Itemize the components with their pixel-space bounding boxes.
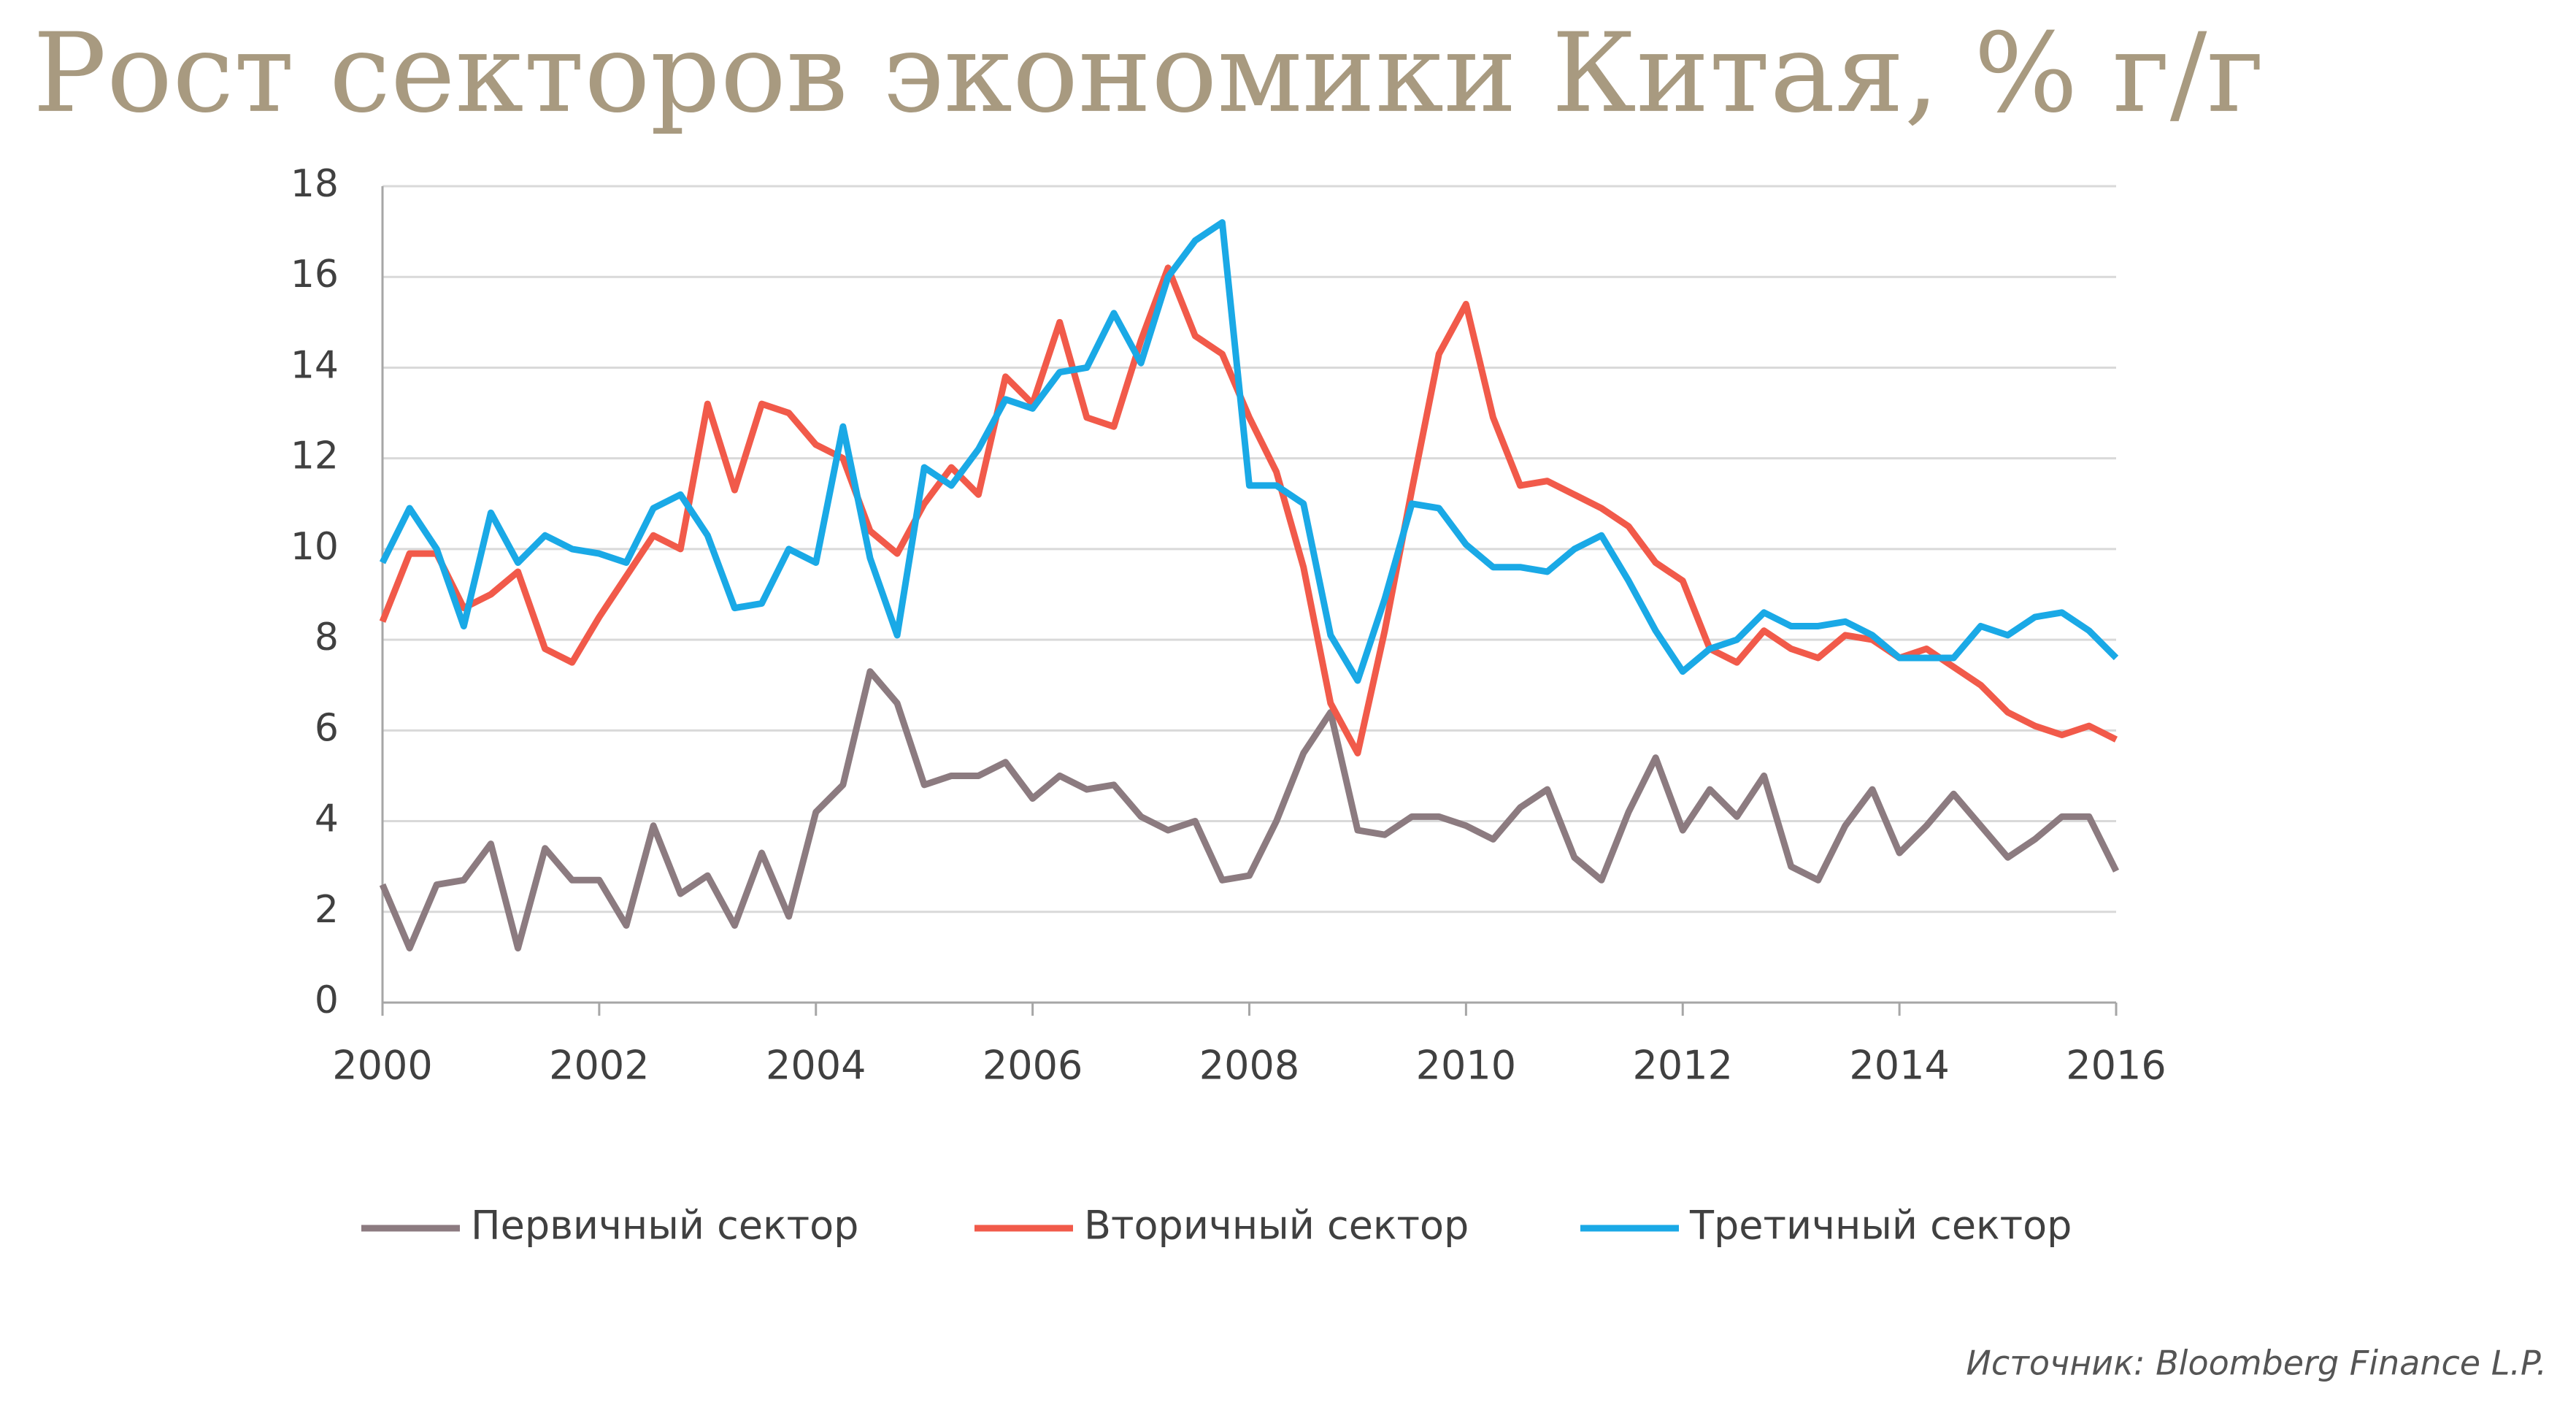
legend-label: Вторичный сектор bbox=[1084, 1203, 1469, 1249]
y-tick-label: 14 bbox=[291, 343, 339, 387]
x-tick-label: 2002 bbox=[549, 1043, 649, 1089]
y-tick-label: 10 bbox=[291, 525, 339, 569]
y-tick-label: 16 bbox=[291, 253, 339, 296]
legend-label: Первичный сектор bbox=[471, 1203, 858, 1249]
y-tick-label: 18 bbox=[291, 162, 339, 206]
x-tick-label: 2004 bbox=[766, 1043, 866, 1089]
y-tick-label: 6 bbox=[315, 706, 339, 750]
y-tick-label: 2 bbox=[315, 888, 339, 932]
x-tick-label: 2008 bbox=[1199, 1043, 1299, 1089]
x-tick-label: 2000 bbox=[332, 1043, 432, 1089]
x-tick-label: 2010 bbox=[1416, 1043, 1516, 1089]
y-tick-label: 0 bbox=[315, 978, 339, 1022]
series-line bbox=[379, 668, 2120, 951]
source-note: Источник: Bloomberg Finance L.P. bbox=[1966, 1344, 2547, 1383]
x-tick-label: 2014 bbox=[1849, 1043, 1949, 1089]
y-tick-label: 4 bbox=[315, 797, 339, 841]
x-tick-label: 2012 bbox=[1633, 1043, 1733, 1089]
chart-title: Рост секторов экономики Китая, % г/г bbox=[33, 10, 2264, 137]
y-tick-label: 12 bbox=[291, 434, 339, 478]
series-line bbox=[379, 219, 2119, 684]
y-tick-label: 8 bbox=[315, 616, 339, 659]
x-tick-label: 2016 bbox=[2066, 1043, 2166, 1089]
legend-label: Третичный сектор bbox=[1689, 1203, 2072, 1249]
x-tick-label: 2006 bbox=[983, 1043, 1083, 1089]
series-line bbox=[379, 264, 2118, 756]
